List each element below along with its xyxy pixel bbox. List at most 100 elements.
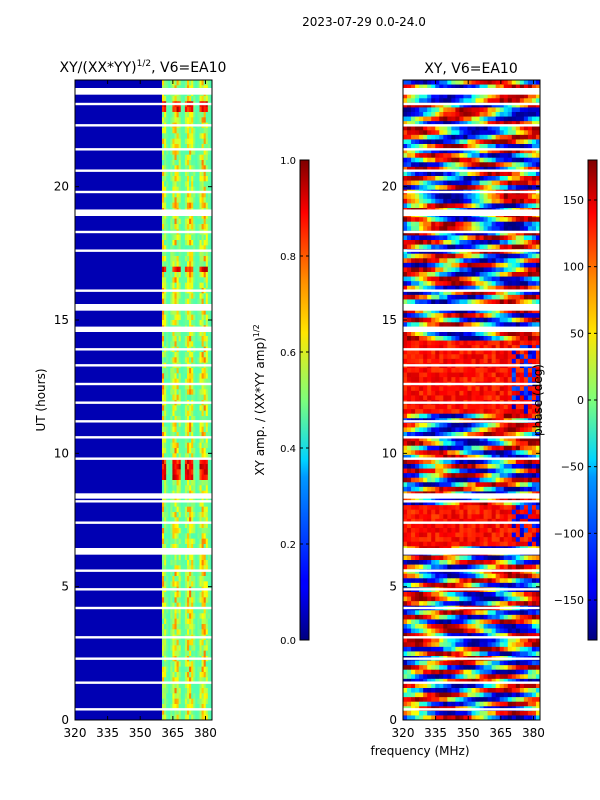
panel1-cell	[191, 426, 194, 433]
panel1-cell	[184, 421, 188, 428]
panel1-cell	[205, 624, 209, 630]
panel1-cell	[174, 453, 177, 460]
panel2-cell	[471, 354, 476, 360]
panel2-cell	[479, 80, 484, 85]
panel1-cell	[189, 181, 192, 188]
panel1-cell	[164, 410, 167, 417]
panel1-cell	[191, 512, 194, 518]
panel1-cell	[174, 512, 177, 518]
panel1-cell	[205, 501, 209, 508]
panel2-cell	[407, 313, 412, 319]
panel1-cell	[205, 266, 209, 273]
panel2-cell	[471, 230, 476, 236]
panel2-cell	[499, 139, 505, 145]
panel2-cell	[423, 253, 428, 259]
panel2-cell	[523, 80, 529, 85]
panel1-cell	[186, 202, 190, 209]
panel1-cell	[191, 682, 194, 689]
panel1-cell	[178, 277, 182, 284]
panel2-cell	[411, 130, 416, 136]
panel2-cell	[511, 221, 517, 227]
panel2-cell	[431, 176, 436, 181]
panel1-cell	[174, 666, 177, 673]
panel2-cell	[435, 112, 440, 117]
panel1-cell	[164, 394, 167, 401]
panel2-cell	[515, 148, 521, 154]
panel2-cell	[479, 308, 484, 314]
panel1-cell	[170, 522, 173, 529]
panel2-cell	[451, 240, 456, 245]
flagged-row	[75, 420, 212, 423]
panel1-cell	[176, 533, 180, 540]
panel1-cell	[205, 426, 209, 433]
panel2-cell	[455, 148, 460, 154]
panel2-cell	[407, 203, 412, 209]
panel1-cell	[180, 128, 184, 134]
panel2-cell	[443, 262, 448, 268]
panel1-cell	[199, 613, 202, 620]
panel1-cell	[191, 117, 194, 124]
panel1-cell	[189, 410, 192, 417]
panel1-cell	[180, 538, 184, 545]
panel1-cell	[178, 458, 182, 465]
panel2-cell	[507, 148, 513, 154]
panel1-cell	[205, 224, 209, 230]
panel2-cell	[475, 345, 480, 351]
panel1-cell	[186, 410, 190, 417]
panel1-cell	[199, 704, 202, 710]
panel1-cell	[197, 261, 200, 268]
panel2-cell	[507, 272, 513, 277]
panel1-cell	[199, 197, 202, 204]
panel1-cell	[197, 704, 200, 710]
panel2-cell	[475, 276, 480, 282]
panel1-cell	[207, 250, 211, 257]
panel1-cell	[164, 704, 167, 710]
panel2-cell	[523, 226, 529, 232]
panel1-cell	[164, 405, 167, 412]
panel1-cell	[168, 682, 171, 689]
panel1-cell	[195, 197, 198, 204]
panel2-cell	[439, 148, 444, 154]
panel2-cell	[491, 349, 497, 355]
panel1-heatmap	[75, 80, 212, 720]
panel2-cell	[411, 322, 416, 328]
panel1-cell	[201, 597, 205, 604]
panel1-cell	[161, 608, 165, 614]
panel2-cell	[467, 299, 472, 305]
panel2-cell	[455, 134, 460, 140]
panel1-cell	[176, 602, 180, 609]
panel1-cell	[176, 538, 180, 545]
panel2-cell	[515, 125, 521, 131]
panel2-cell	[499, 258, 505, 264]
panel2-cell	[491, 203, 497, 209]
panel1-cell	[205, 485, 209, 492]
panel2-cell	[527, 221, 533, 227]
panel2-cell	[507, 336, 513, 341]
panel1-cell	[207, 714, 211, 720]
panel1-cell	[161, 261, 165, 268]
panel1-cell	[178, 677, 182, 684]
panel1-cell	[161, 106, 165, 113]
panel1-cell	[184, 277, 188, 284]
panel2-cell	[515, 340, 521, 346]
panel2-cell	[443, 281, 448, 287]
panel2-cell	[447, 157, 452, 163]
panel1-cell	[170, 218, 173, 225]
panel1-cell	[178, 165, 182, 172]
panel1-cell	[201, 613, 205, 620]
panel1-cell	[176, 80, 180, 86]
panel2-cell	[447, 116, 452, 122]
panel2-cell	[507, 313, 513, 319]
panel1-cell	[174, 554, 177, 561]
panel1-cell	[164, 144, 167, 150]
panel1-cell	[180, 480, 184, 486]
panel2-cell	[419, 107, 424, 113]
panel2-cell	[463, 93, 468, 99]
panel2-cell	[463, 194, 468, 200]
panel2-cell	[479, 336, 484, 341]
panel1-cell	[193, 320, 196, 326]
panel1-cell	[189, 117, 192, 124]
panel2-cell	[495, 176, 501, 181]
panel2-cell	[435, 336, 440, 341]
panel1-cell	[191, 213, 194, 220]
